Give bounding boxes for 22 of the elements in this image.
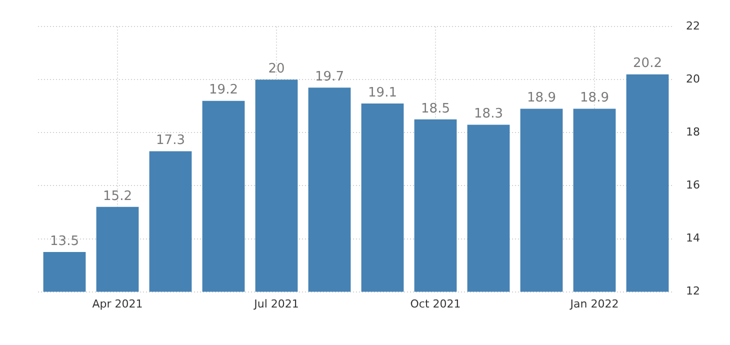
data-label: 18.9 <box>580 90 609 106</box>
data-label: 18.9 <box>527 90 556 106</box>
y-tick-label: 22 <box>686 19 700 32</box>
x-tick-label: Jul 2021 <box>253 297 299 310</box>
data-label: 19.1 <box>368 85 397 100</box>
data-label: 18.5 <box>421 101 450 116</box>
y-tick-label: 16 <box>686 178 700 192</box>
data-label: 15.2 <box>103 188 132 204</box>
data-label: 13.5 <box>50 234 79 249</box>
y-tick-label: 20 <box>686 72 700 86</box>
y-tick-label: 14 <box>686 232 700 245</box>
x-tick-label: Apr 2021 <box>92 297 143 310</box>
data-label: 17.3 <box>156 133 185 148</box>
x-tick-label: Oct 2021 <box>410 297 461 310</box>
data-label: 20 <box>268 62 285 77</box>
data-label: 18.3 <box>474 106 503 122</box>
y-tick-label: 12 <box>686 284 700 298</box>
y-tick-label: 18 <box>686 126 700 139</box>
data-label: 20.2 <box>633 56 662 72</box>
data-label: 19.2 <box>209 82 238 98</box>
data-label: 19.7 <box>315 69 344 84</box>
x-tick-label: Jan 2022 <box>569 297 619 310</box>
